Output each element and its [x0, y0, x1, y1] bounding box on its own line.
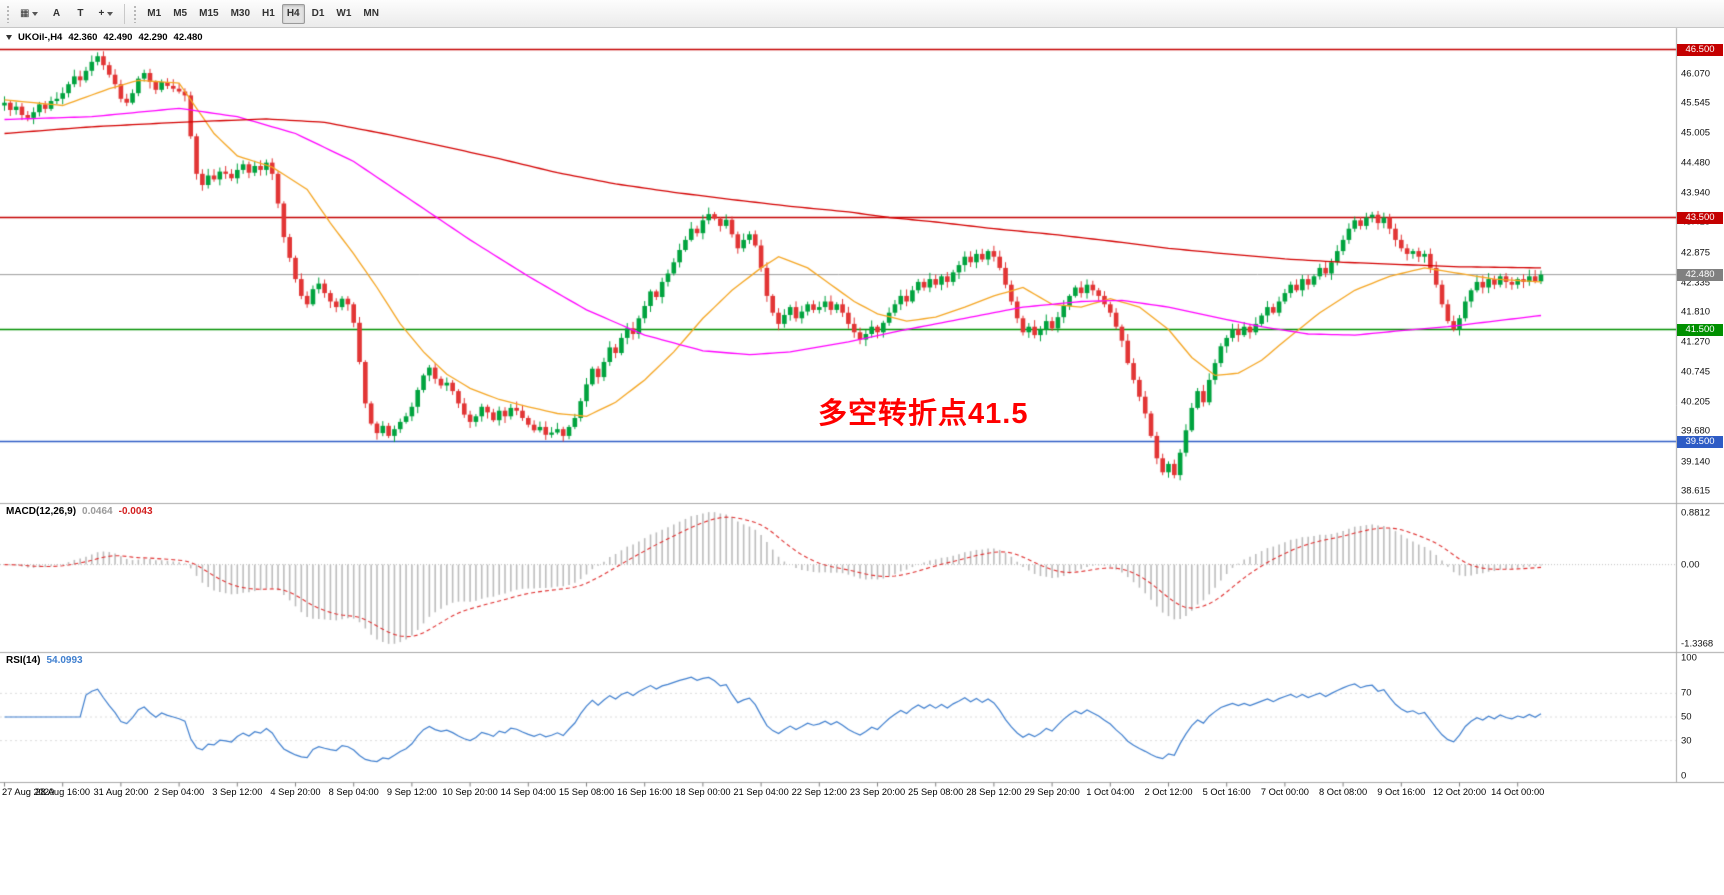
timeframe-button-w1[interactable]: W1 — [331, 4, 356, 24]
price-axis[interactable] — [1676, 28, 1724, 782]
dropdown-caret-icon — [32, 11, 39, 16]
timeframe-button-h1[interactable]: H1 — [257, 4, 280, 24]
dropdown-caret-icon — [107, 11, 114, 16]
letter-a-icon: A — [52, 8, 61, 19]
text-tool-button[interactable]: T — [69, 4, 91, 24]
timeframe-button-m15[interactable]: M15 — [194, 4, 223, 24]
chart-grid-button[interactable]: ▦ — [15, 4, 43, 24]
letter-t-icon: T — [77, 8, 84, 19]
crosshair-icon: + — [98, 8, 105, 19]
timeframe-button-d1[interactable]: D1 — [307, 4, 330, 24]
timeframe-group: M1 M5 M15 M30 H1 H4 D1 W1 MN — [141, 3, 385, 24]
toolbar-separator — [124, 3, 126, 24]
timeframe-button-m5[interactable]: M5 — [168, 4, 192, 24]
timeframe-button-m1[interactable]: M1 — [142, 4, 166, 24]
rsi-panel[interactable] — [0, 652, 1676, 782]
time-axis[interactable] — [0, 782, 1724, 804]
toolbar: ▦ A T + M1 M5 M15 M30 H1 H4 D1 W1 MN — [0, 0, 1724, 28]
timeframe-button-mn[interactable]: MN — [358, 4, 384, 24]
timeframe-button-m30[interactable]: M30 — [226, 4, 255, 24]
annotate-a-button[interactable]: A — [45, 4, 67, 24]
macd-panel[interactable] — [0, 503, 1676, 652]
chart-grid-icon: ▦ — [20, 8, 30, 19]
toolbar-drag-handle[interactable] — [6, 4, 11, 23]
toolbar-drag-handle[interactable] — [133, 4, 139, 23]
timeframe-button-h4[interactable]: H4 — [281, 3, 305, 24]
crosshair-tool-button[interactable]: + — [93, 4, 118, 24]
main-chart-panel[interactable] — [0, 28, 1676, 503]
